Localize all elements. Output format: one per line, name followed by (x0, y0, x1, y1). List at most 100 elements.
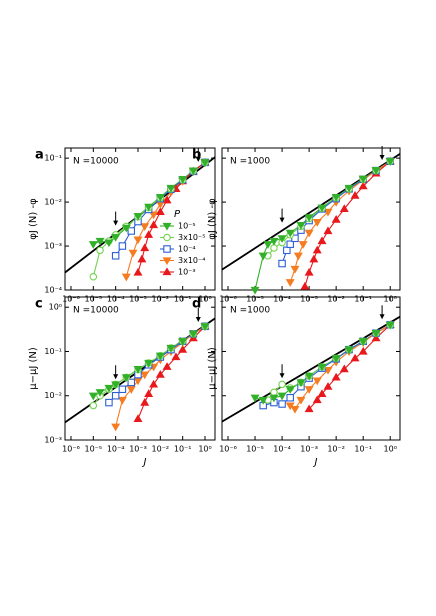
plot-frame (221, 147, 401, 291)
x-tick-label: 10⁻⁵ (246, 445, 264, 454)
marker (286, 240, 294, 248)
marker (133, 212, 143, 221)
x-tick-label: 10⁻¹ (174, 445, 192, 454)
marker (127, 378, 136, 387)
marker (344, 346, 354, 355)
marker (140, 243, 150, 252)
y-tick-label: 10⁻¹ (44, 154, 62, 163)
marker (270, 244, 278, 252)
x-axis-label: J (313, 457, 318, 468)
marker (149, 211, 159, 220)
marker (385, 158, 395, 166)
marker (144, 230, 154, 238)
x-tick-label: 10⁻³ (300, 445, 318, 454)
x-tick-label: 10⁻⁶ (219, 445, 237, 454)
marker (88, 241, 98, 249)
y-axis-label: φJ (N) -φ (28, 198, 39, 240)
marker (144, 359, 154, 368)
arrow-head (113, 374, 119, 380)
arrow-head (113, 220, 119, 226)
marker (163, 233, 171, 242)
plot-frame (64, 296, 216, 441)
annotation: N =10000 (73, 157, 119, 167)
marker (290, 405, 300, 414)
marker (358, 346, 368, 355)
marker (300, 281, 310, 290)
series-line (137, 325, 206, 420)
fit-line (221, 315, 401, 423)
marker (96, 246, 104, 255)
marker (323, 226, 333, 235)
x-axis-label: J (142, 457, 147, 468)
plot-area (64, 317, 216, 432)
marker (140, 397, 150, 406)
marker (105, 398, 113, 407)
y-tick-label: 10⁻² (44, 391, 62, 400)
marker (269, 394, 279, 403)
x-tick-label: 10⁻⁴ (273, 445, 291, 454)
marker (121, 374, 131, 382)
marker (144, 389, 154, 398)
marker (296, 221, 306, 230)
marker (323, 208, 333, 217)
marker (111, 391, 120, 400)
y-axis-label: φJ (N) -φ (207, 198, 218, 240)
marker (293, 252, 303, 261)
series-line (267, 160, 391, 257)
marker (126, 386, 136, 394)
marker (111, 423, 121, 432)
annotation: N =1000 (230, 157, 270, 167)
fit-line (221, 153, 401, 271)
marker (121, 224, 131, 233)
arrow-head (195, 316, 201, 322)
y-tick-label: 10⁻² (44, 198, 62, 207)
marker (371, 167, 381, 175)
marker (137, 254, 147, 263)
marker (283, 246, 291, 255)
marker (285, 229, 295, 238)
marker (162, 195, 172, 204)
marker (331, 372, 341, 381)
marker (178, 338, 188, 346)
y-axis-label: μ−μJ (N) (207, 347, 218, 390)
marker (323, 366, 333, 375)
marker (331, 355, 341, 363)
series-line (254, 160, 391, 291)
legend-label: 10⁻⁵ (178, 222, 196, 231)
marker (127, 227, 136, 235)
marker (285, 386, 295, 394)
annotation: N =10000 (73, 306, 119, 316)
marker (250, 286, 260, 295)
marker (304, 214, 314, 222)
marker (178, 345, 188, 353)
y-axis-label: μ−μJ (N) (28, 347, 39, 390)
marker (312, 377, 322, 386)
marker (140, 371, 150, 380)
marker (171, 352, 181, 361)
marker (291, 234, 299, 243)
marker (128, 249, 138, 258)
x-tick-label: 10⁰ (198, 445, 211, 454)
y-tick-label: 10⁻³ (44, 436, 62, 445)
marker (344, 184, 354, 193)
marker (111, 233, 121, 242)
marker (278, 259, 286, 268)
marker (258, 396, 268, 405)
marker (317, 389, 327, 398)
arrow-head (279, 373, 285, 379)
marker (331, 193, 341, 202)
plot-frame (64, 147, 216, 291)
marker (270, 388, 278, 396)
marker (121, 273, 131, 282)
y-tick-label: 10⁻³ (44, 242, 62, 251)
marker (133, 267, 143, 276)
x-tick-label: 10⁰ (384, 445, 397, 454)
marker (296, 379, 306, 388)
marker (162, 267, 172, 276)
marker (118, 242, 127, 250)
marker (312, 245, 322, 254)
marker (290, 265, 300, 274)
x-tick-label: 10⁻⁶ (62, 445, 80, 454)
marker (155, 207, 165, 215)
legend-title: P (174, 209, 181, 220)
